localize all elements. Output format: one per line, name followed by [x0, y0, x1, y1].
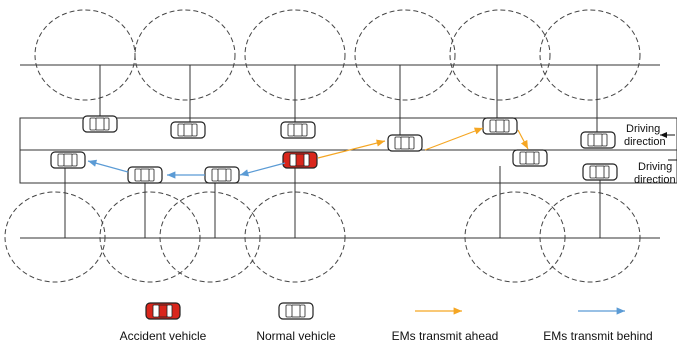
accident-vehicle	[283, 152, 317, 168]
em-ahead-arrow	[518, 130, 528, 149]
normal-vehicle	[83, 116, 117, 132]
coverage-range	[465, 192, 565, 282]
normal-vehicle	[583, 164, 617, 180]
diagram: Drivingdirection Drivingdirection Accide…	[0, 0, 677, 345]
coverage-range	[160, 192, 260, 282]
coverage-range	[35, 10, 135, 100]
normal-vehicle	[513, 150, 547, 166]
em-behind-arrow	[240, 163, 285, 175]
normal-vehicle	[581, 132, 615, 148]
normal-vehicle	[281, 122, 315, 138]
legend-label: EMs transmit behind	[543, 329, 652, 343]
em-behind-arrow	[88, 161, 128, 172]
coverage-range	[100, 192, 200, 282]
road-layout	[5, 10, 677, 319]
normal-vehicle	[483, 118, 517, 134]
normal-vehicle	[205, 167, 239, 183]
coverage-range	[540, 192, 640, 282]
coverage-range	[135, 10, 235, 100]
legend-label: Accident vehicle	[120, 329, 207, 343]
normal-vehicle	[171, 122, 205, 138]
page: Drivingdirection Drivingdirection Accide…	[0, 0, 677, 345]
legend-accident-vehicle	[146, 303, 180, 319]
coverage-range	[540, 10, 640, 100]
normal-vehicle	[388, 135, 422, 151]
legend-label: Normal vehicle	[256, 329, 336, 343]
coverage-range	[5, 192, 105, 282]
normal-vehicle	[51, 152, 85, 168]
coverage-range	[450, 10, 550, 100]
coverage-range	[355, 10, 455, 100]
legend-label: EMs transmit ahead	[392, 329, 499, 343]
em-ahead-arrow	[425, 128, 483, 150]
normal-vehicle	[128, 167, 162, 183]
legend-normal-vehicle	[279, 303, 313, 319]
